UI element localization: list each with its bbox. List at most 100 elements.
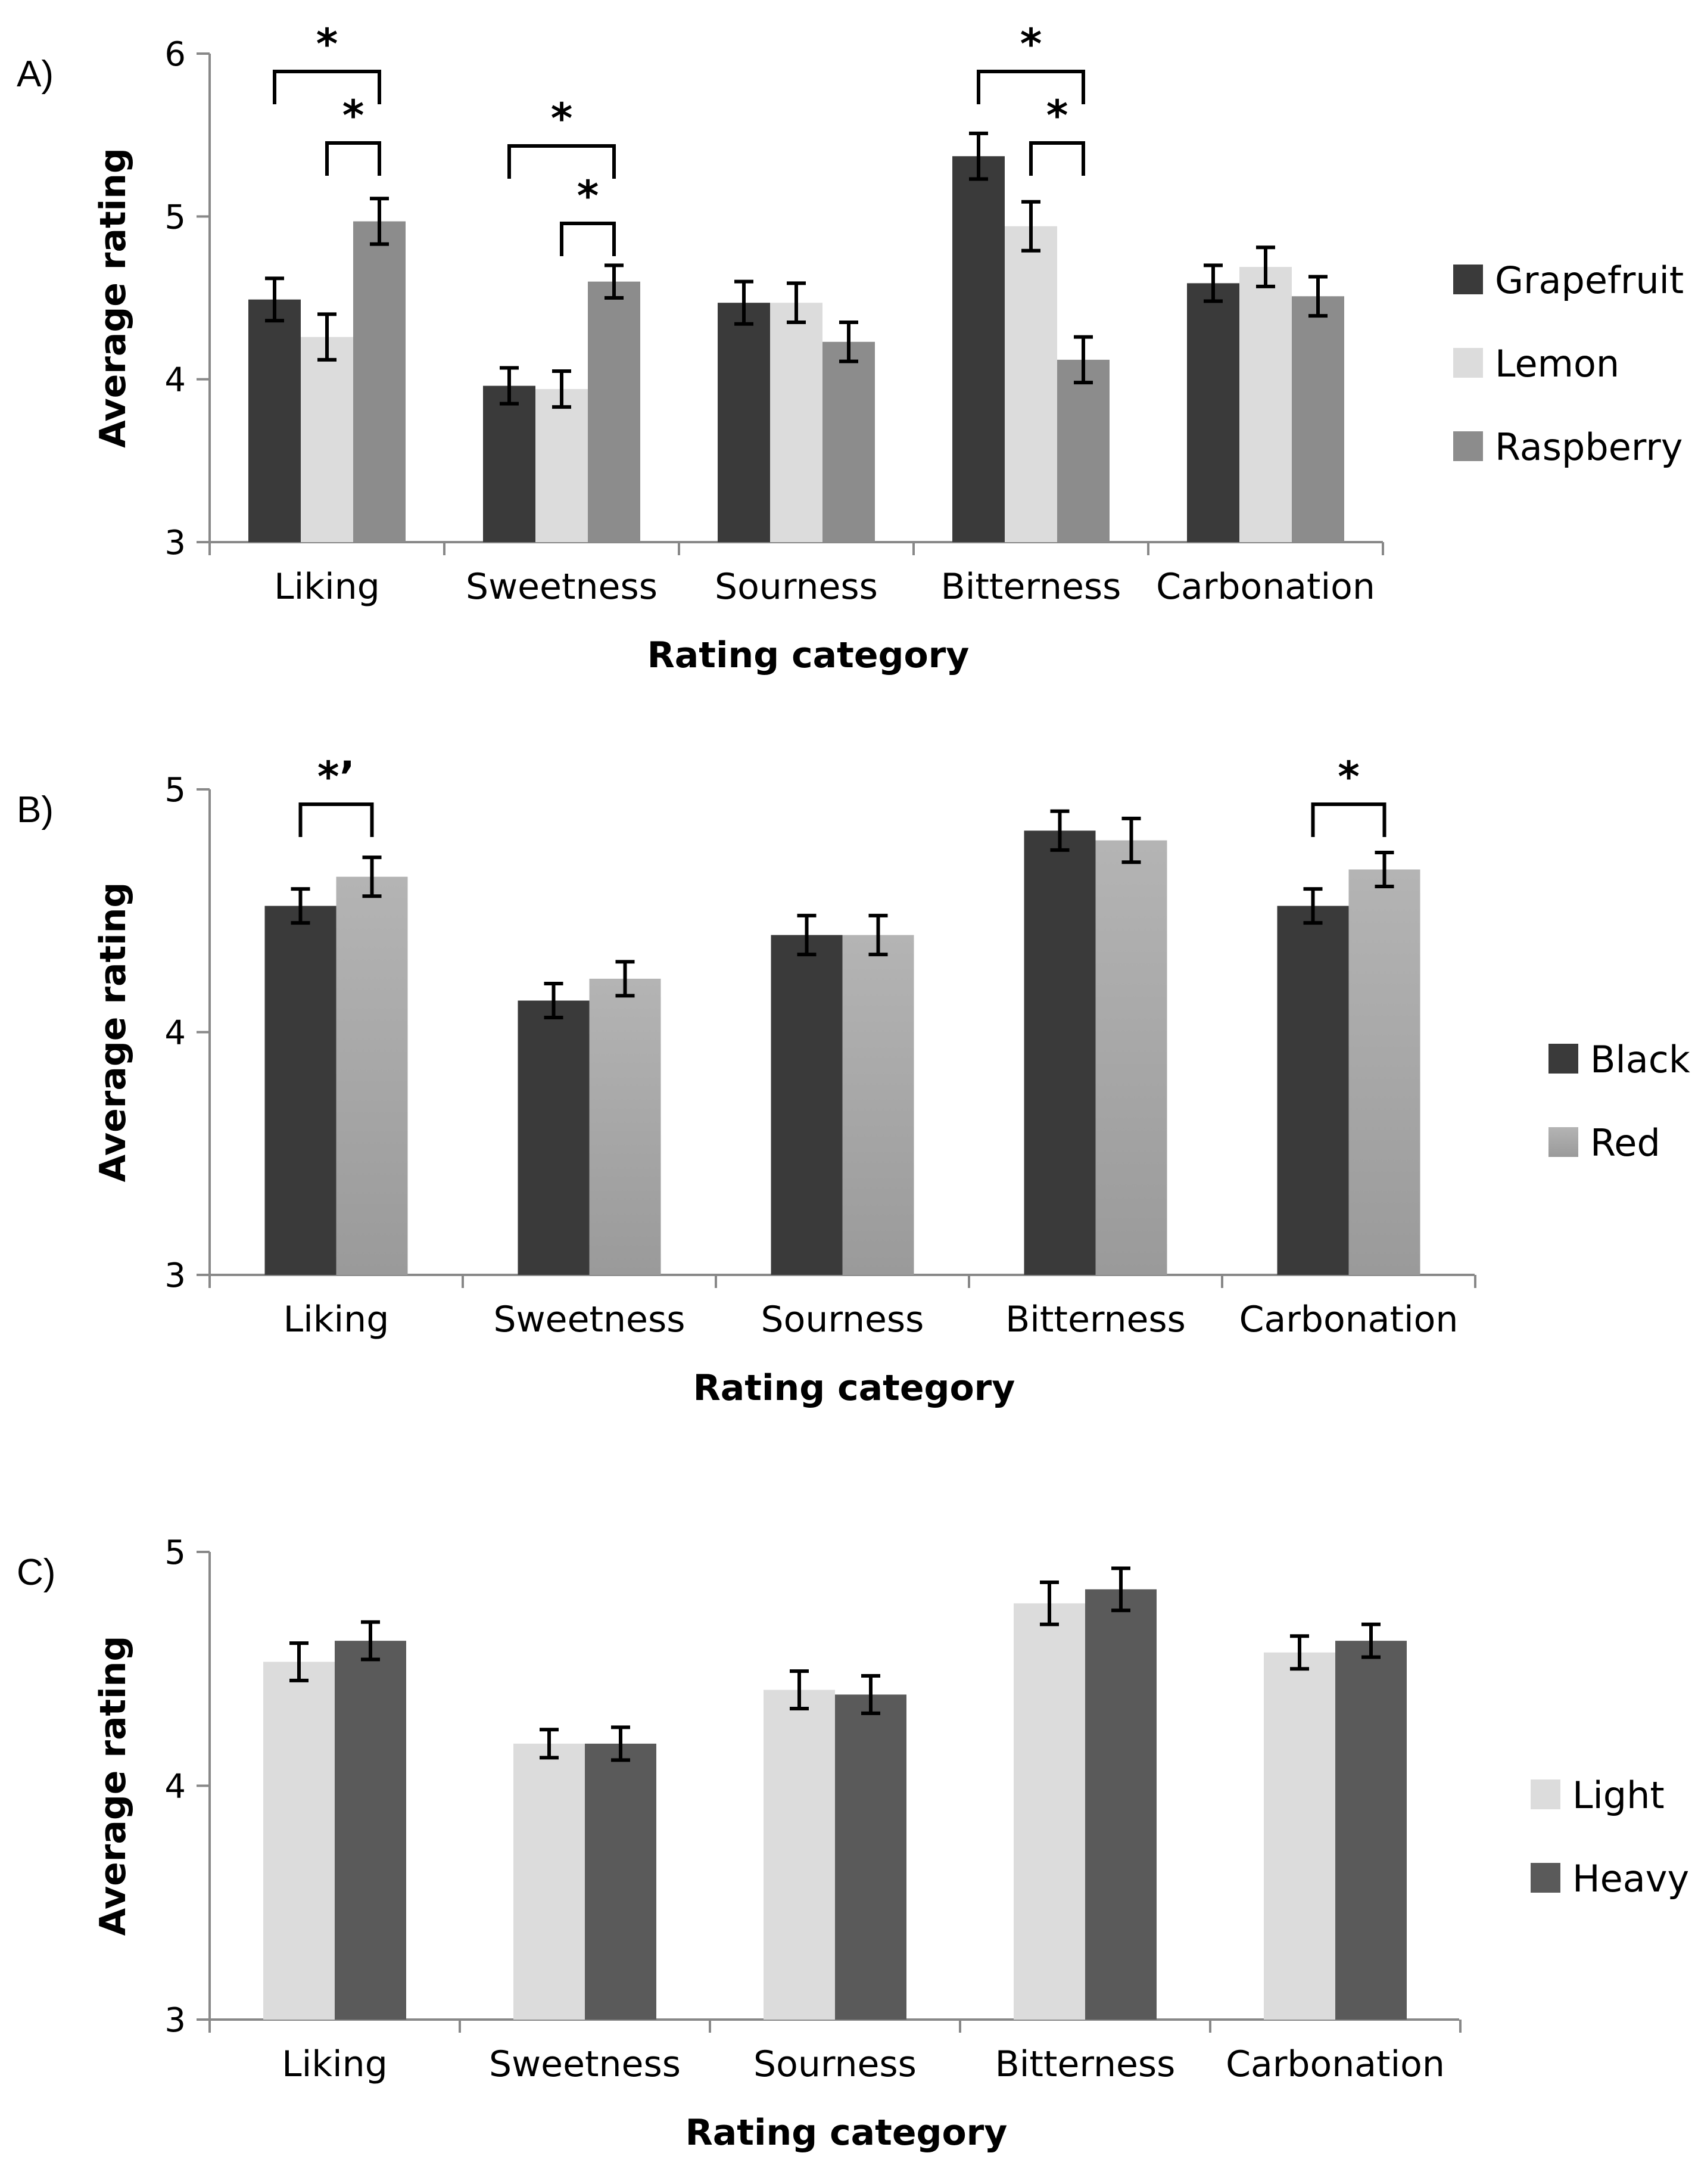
panel-a-bar-lemon-liking — [301, 337, 353, 542]
panel-a-significance-marker: * — [342, 91, 364, 140]
panel-a-category-label: Liking — [274, 566, 380, 608]
panel-a-bar-grapefruit-carbonation — [1187, 283, 1239, 542]
panel-b-legend-swatch-black — [1548, 1044, 1578, 1074]
panel-c-category-label: Liking — [282, 2043, 388, 2085]
panel-a-label: A) — [17, 54, 54, 95]
panel-c-bar-heavy-liking — [335, 1641, 406, 2020]
panel-b-bar-red-liking — [336, 876, 408, 1275]
panel-a-significance-bracket — [1029, 141, 1085, 176]
panel-a-legend-swatch-raspberry — [1453, 431, 1483, 461]
panel-b-bar-black-sourness — [771, 935, 843, 1275]
panel-c-bar-light-carbonation — [1264, 1652, 1335, 2020]
panel-a-significance-bracket — [560, 222, 616, 256]
panel-b-significance-bracket — [1311, 802, 1386, 837]
panel-a-significance-marker: * — [316, 20, 338, 69]
panel-c-category-label: Sweetness — [489, 2043, 681, 2085]
panel-a-legend-label-raspberry: Raspberry — [1495, 425, 1682, 469]
panel-a-significance-marker: * — [1046, 91, 1068, 140]
panel-b-bar-black-sweetness — [518, 1000, 590, 1275]
panel-a-legend-label-grapefruit: Grapefruit — [1495, 259, 1684, 302]
panel-c-category-label: Carbonation — [1226, 2043, 1445, 2085]
panel-a-bar-raspberry-carbonation — [1292, 296, 1344, 542]
panel-b-bar-black-bitterness — [1024, 830, 1096, 1275]
panel-b-bar-black-liking — [264, 906, 336, 1275]
panel-a-bar-grapefruit-sourness — [718, 303, 770, 542]
panel-c-legend-swatch-light — [1531, 1779, 1560, 1809]
panel-a-bar-grapefruit-sweetness — [483, 385, 535, 542]
panel-b-x-axis-title: Rating category — [693, 1367, 1015, 1409]
panel-a-bar-grapefruit-liking — [248, 299, 301, 542]
panel-c-bar-heavy-bitterness — [1085, 1589, 1157, 2020]
panel-b-legend-label-red: Red — [1590, 1121, 1660, 1165]
panel-c-bar-light-sweetness — [513, 1743, 585, 2020]
panel-a: A) 3 4 5 6 Liking Sweetness Sourness Bitterness C… — [17, 20, 1684, 676]
panel-a-bar-raspberry-sweetness — [588, 281, 640, 542]
panel-a-significance-marker: * — [1020, 20, 1042, 69]
panel-b-y-tick-label: 5 — [164, 771, 186, 810]
panel-c-y-tick-label: 3 — [164, 2001, 186, 2040]
panel-a-category-label: Sweetness — [466, 566, 658, 608]
panel-a-category-label: Bitterness — [941, 566, 1121, 608]
panel-a-bar-raspberry-bitterness — [1057, 359, 1110, 542]
panel-a-category-label: Sourness — [715, 566, 878, 608]
panel-c-category-label: Sourness — [753, 2043, 917, 2085]
panel-c-bar-heavy-sourness — [835, 1694, 906, 2020]
panel-b-bar-red-sweetness — [589, 978, 661, 1275]
panel-b-category-label: Carbonation — [1239, 1299, 1459, 1340]
panel-a-y-tick-label: 6 — [164, 35, 186, 74]
panel-a-significance-marker: * — [577, 172, 599, 220]
panel-a-bar-lemon-carbonation — [1239, 267, 1292, 542]
panel-c-legend-swatch-heavy — [1531, 1863, 1560, 1893]
panel-a-legend-swatch-grapefruit — [1453, 265, 1483, 294]
panel-b-y-axis-title: Average rating — [92, 882, 134, 1183]
panel-c: C) 3 4 5 Liking Sweetness Sourness Bitterness Ca… — [17, 1533, 1689, 2154]
panel-c-category-label: Bitterness — [995, 2043, 1176, 2085]
panel-c-bar-heavy-carbonation — [1335, 1641, 1407, 2020]
panel-a-x-axis-title: Rating category — [647, 634, 970, 676]
panel-b-label: B) — [17, 789, 54, 830]
panel-c-label: C) — [17, 1552, 55, 1593]
panel-c-legend-label-light: Light — [1572, 1774, 1665, 1817]
panel-a-bar-lemon-bitterness — [1005, 226, 1057, 542]
panel-a-y-tick-label: 5 — [164, 198, 186, 237]
panel-c-bar-light-bitterness — [1014, 1603, 1085, 2020]
panel-b-bar-red-carbonation — [1348, 869, 1420, 1275]
panel-a-bar-raspberry-sourness — [822, 341, 875, 542]
panel-c-y-tick-label: 5 — [164, 1533, 186, 1572]
panel-b-significance-bracket — [298, 802, 374, 837]
panel-b-significance-marker: * — [1338, 752, 1360, 801]
panel-a-significance-bracket — [325, 141, 381, 176]
panel-b-significance-marker: *’ — [317, 752, 355, 801]
panel-b-y-tick-label: 4 — [164, 1014, 186, 1053]
panel-c-y-axis-title: Average rating — [92, 1636, 134, 1936]
panel-a-bar-raspberry-liking — [353, 221, 406, 542]
panel-a-significance-bracket — [273, 70, 381, 104]
panel-a-bar-grapefruit-bitterness — [952, 156, 1005, 542]
panel-b-y-tick-label: 3 — [164, 1256, 186, 1295]
panel-b-category-label: Liking — [283, 1299, 390, 1340]
panel-a-significance-bracket — [507, 144, 616, 179]
panel-a-y-tick-label: 3 — [164, 524, 186, 562]
panel-a-legend-swatch-lemon — [1453, 348, 1483, 378]
panel-c-bar-heavy-sweetness — [585, 1743, 656, 2020]
panel-b-category-label: Bitterness — [1005, 1299, 1186, 1340]
panel-a-legend-label-lemon: Lemon — [1495, 342, 1619, 385]
panel-b-category-label: Sweetness — [494, 1299, 686, 1340]
panel-a-y-tick-label: 4 — [164, 361, 186, 400]
panel-c-legend-label-heavy: Heavy — [1572, 1857, 1689, 1900]
panel-a-category-label: Carbonation — [1156, 566, 1375, 608]
panel-c-bar-light-liking — [263, 1662, 335, 2020]
panel-c-bar-light-sourness — [764, 1690, 835, 2020]
panel-b-category-label: Sourness — [761, 1299, 924, 1340]
panel-a-significance-marker: * — [551, 94, 573, 143]
panel-b-bar-black-carbonation — [1277, 906, 1349, 1275]
panel-b-bar-red-bitterness — [1095, 840, 1167, 1275]
panel-c-y-tick-label: 4 — [164, 1768, 186, 1806]
panel-a-bar-lemon-sweetness — [535, 389, 588, 542]
panel-c-x-axis-title: Rating category — [686, 2112, 1008, 2154]
panel-b-bar-red-sourness — [842, 935, 914, 1275]
panel-b: B) 3 4 5 Liking Sweetness Sourness Bitterness Ca… — [17, 752, 1690, 1409]
panel-b-legend-swatch-red — [1548, 1127, 1578, 1157]
panel-a-bar-lemon-sourness — [770, 303, 822, 542]
